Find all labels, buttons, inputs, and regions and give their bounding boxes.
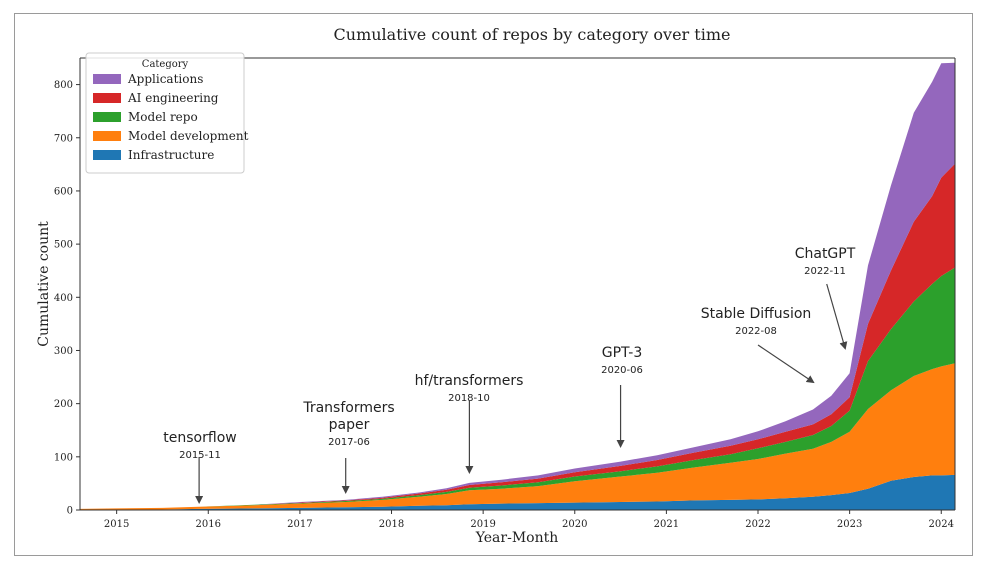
legend-swatch [93, 93, 121, 103]
annotation-arrow [757, 344, 815, 384]
area-layers [80, 62, 955, 510]
x-axis-label: Year-Month [475, 530, 559, 546]
legend-entry: Infrastructure [128, 148, 214, 162]
y-tick-label: 200 [54, 399, 73, 410]
annotation-label: tensorflow [163, 430, 236, 446]
annotation-date: 2018-10 [448, 393, 490, 404]
area-infrastructure [80, 474, 955, 510]
annotation-label: Stable Diffusion [701, 306, 812, 322]
y-axis-label: Cumulative count [36, 221, 52, 347]
legend-entry: Model repo [128, 110, 198, 124]
y-tick-label: 0 [67, 506, 73, 517]
legend-entry: AI engineering [127, 91, 219, 105]
annotation-arrow [826, 283, 848, 350]
x-tick-label: 2023 [837, 519, 862, 530]
x-ticks: 2015 2016 2017 2018 2019 2020 2021 2022 2023 2024 [104, 510, 954, 530]
x-tick-label: 2019 [470, 519, 495, 530]
legend-swatch [93, 74, 121, 84]
annotation-label: Transformers [302, 400, 394, 416]
legend-swatch [93, 131, 121, 141]
x-tick-label: 2015 [104, 519, 129, 530]
annotation-label: paper [329, 417, 370, 433]
y-tick-label: 800 [54, 80, 73, 91]
legend-swatch [93, 112, 121, 122]
legend-title: Category [142, 59, 189, 70]
x-tick-label: 2021 [654, 519, 679, 530]
legend: Category Applications AI engineering Model… [85, 52, 249, 174]
y-tick-label: 600 [54, 186, 73, 197]
annotation-date: 2020-06 [601, 365, 643, 376]
x-tick-label: 2018 [379, 519, 404, 530]
chart-title: Cumulative count of repos by category ov… [334, 25, 731, 44]
y-tick-label: 100 [54, 452, 73, 463]
annotation-label: GPT-3 [602, 345, 643, 361]
x-tick-label: 2022 [745, 519, 770, 530]
annotation-date: 2022-08 [735, 326, 777, 337]
annotation-label: hf/transformers [415, 373, 524, 389]
legend-entry: Applications [127, 72, 203, 86]
x-tick-label: 2016 [196, 519, 221, 530]
x-tick-label: 2020 [562, 519, 587, 530]
y-ticks: 0 100 200 300 400 500 600 700 800 [54, 80, 80, 517]
x-tick-label: 2017 [287, 519, 312, 530]
legend-swatch [93, 150, 121, 160]
x-tick-label: 2024 [929, 519, 954, 530]
annotation-date: 2015-11 [179, 450, 221, 461]
legend-entry: Model development [128, 129, 249, 143]
y-tick-label: 700 [54, 133, 73, 144]
area-model-development [80, 363, 955, 510]
annotation-date: 2017-06 [328, 437, 370, 448]
annotation-date: 2022-11 [804, 266, 846, 277]
legend-box [85, 52, 245, 174]
annotation-label: ChatGPT [795, 246, 856, 262]
y-tick-label: 400 [54, 293, 73, 304]
y-tick-label: 300 [54, 346, 73, 357]
y-tick-label: 500 [54, 240, 73, 251]
